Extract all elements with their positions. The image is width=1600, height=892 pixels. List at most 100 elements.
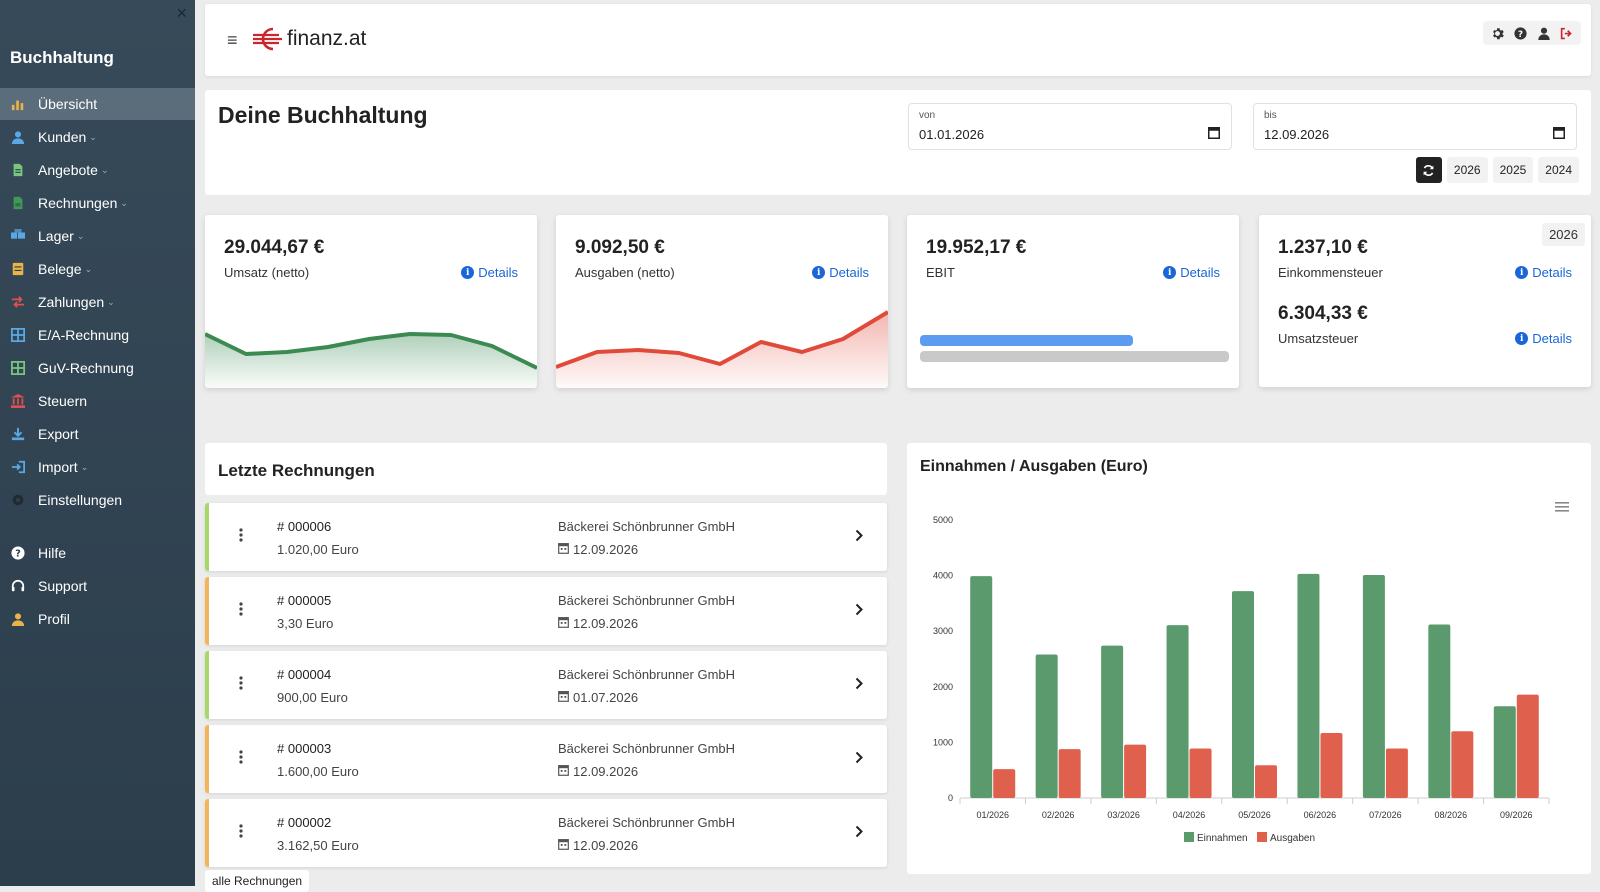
sidebar-item-angebote[interactable]: Angebote ⌄ bbox=[0, 154, 195, 186]
umsatzsteuer-details-link[interactable]: i Details bbox=[1515, 331, 1572, 346]
ausgaben-details-link[interactable]: i Details bbox=[812, 265, 869, 280]
invoice-date: 12.09.2026 bbox=[558, 616, 638, 631]
sidebar-item-label: GuV-Rechnung bbox=[38, 360, 134, 376]
sidebar-item-kunden[interactable]: Kunden ⌄ bbox=[0, 121, 195, 153]
ausgaben-legend-swatch[interactable] bbox=[1257, 832, 1267, 842]
more-options-icon[interactable] bbox=[239, 602, 243, 621]
einnahmen-bar[interactable] bbox=[1428, 624, 1451, 798]
invoice-row[interactable]: # 000003 1.600,00 Euro Bäckerei Schönbrunn… bbox=[205, 725, 887, 793]
sidebar-item-steuern[interactable]: Steuern bbox=[0, 385, 195, 417]
sidebar-item-e-a-rechnung[interactable]: E/A-Rechnung bbox=[0, 319, 195, 351]
more-options-icon[interactable] bbox=[239, 750, 243, 769]
legend-label[interactable]: Ausgaben bbox=[1270, 833, 1315, 844]
logo[interactable]: finanz.at bbox=[253, 26, 366, 52]
more-options-icon[interactable] bbox=[239, 676, 243, 695]
ausgaben-bar[interactable] bbox=[1320, 732, 1343, 798]
year-2024-button[interactable]: 2024 bbox=[1538, 157, 1579, 183]
sidebar-item-rechnungen[interactable]: Rechnungen ⌄ bbox=[0, 187, 195, 219]
ausgaben-bar[interactable] bbox=[1124, 744, 1147, 798]
date-from-field[interactable]: von 01.01.2026 bbox=[908, 103, 1232, 150]
kpi-umsatz-card: 29.044,67 € Umsatz (netto) i Details bbox=[205, 215, 537, 388]
svg-text:?: ? bbox=[1518, 29, 1523, 39]
ebit-label: EBIT bbox=[926, 265, 955, 280]
invoice-customer: Bäckerei Schönbrunner GmbH bbox=[558, 519, 736, 534]
chevron-down-icon: ⌄ bbox=[120, 197, 128, 208]
x-tick-label: 04/2026 bbox=[1173, 810, 1206, 820]
calendar-icon[interactable] bbox=[1208, 126, 1220, 139]
einnahmen-legend-swatch[interactable] bbox=[1184, 832, 1194, 842]
einnahmen-bar[interactable] bbox=[1166, 625, 1189, 798]
sidebar-item-übersicht[interactable]: Übersicht bbox=[0, 88, 195, 120]
ausgaben-bar[interactable] bbox=[1451, 731, 1474, 798]
more-options-icon[interactable] bbox=[239, 528, 243, 547]
logout-icon[interactable] bbox=[1556, 24, 1577, 42]
sidebar-item-belege[interactable]: Belege ⌄ bbox=[0, 253, 195, 285]
sidebar-item-zahlungen[interactable]: Zahlungen ⌄ bbox=[0, 286, 195, 318]
invoice-status-bar bbox=[205, 725, 209, 793]
ausgaben-bar[interactable] bbox=[1385, 748, 1408, 798]
chevron-right-icon[interactable] bbox=[855, 825, 863, 843]
calendar-icon bbox=[558, 838, 569, 853]
all-invoices-button[interactable]: alle Rechnungen bbox=[205, 870, 310, 892]
details-label: Details bbox=[829, 265, 869, 280]
close-sidebar-button[interactable]: × bbox=[176, 3, 187, 23]
kpi-ausgaben-card: 9.092,50 € Ausgaben (netto) i Details bbox=[556, 215, 888, 388]
sidebar-item-lager[interactable]: Lager ⌄ bbox=[0, 220, 195, 252]
document-icon bbox=[11, 163, 25, 177]
date-to-label: bis bbox=[1264, 110, 1277, 121]
refresh-button[interactable] bbox=[1415, 157, 1442, 183]
sidebar-item-guv-rechnung[interactable]: GuV-Rechnung bbox=[0, 352, 195, 384]
einnahmen-bar[interactable] bbox=[1035, 654, 1058, 798]
invoice-number-value: 000002 bbox=[287, 815, 332, 830]
x-tick-label: 02/2026 bbox=[1042, 810, 1075, 820]
user-icon[interactable] bbox=[1533, 24, 1554, 42]
ausgaben-bar[interactable] bbox=[1516, 694, 1539, 798]
date-to-field[interactable]: bis 12.09.2026 bbox=[1253, 103, 1577, 150]
sidebar-item-label: Support bbox=[38, 578, 88, 594]
year-2026-button[interactable]: 2026 bbox=[1446, 157, 1488, 183]
einnahmen-bar[interactable] bbox=[1101, 645, 1124, 798]
invoice-row[interactable]: # 000006 1.020,00 Euro Bäckerei Schönbrunn… bbox=[205, 503, 887, 571]
einnahmen-bar[interactable] bbox=[1493, 706, 1516, 798]
ausgaben-bar[interactable] bbox=[1189, 748, 1212, 798]
invoice-number-value: 000006 bbox=[287, 519, 332, 534]
legend-label[interactable]: Einnahmen bbox=[1197, 833, 1248, 844]
chevron-right-icon[interactable] bbox=[855, 677, 863, 695]
chevron-right-icon[interactable] bbox=[855, 529, 863, 547]
einnahmen-bar[interactable] bbox=[1232, 591, 1254, 798]
invoice-row[interactable]: # 000004 900,00 Euro Bäckerei Schönbrunner… bbox=[205, 651, 887, 719]
chart-menu-icon[interactable] bbox=[1555, 501, 1569, 513]
ausgaben-bar[interactable] bbox=[1058, 749, 1081, 798]
ebit-details-link[interactable]: i Details bbox=[1163, 265, 1220, 280]
download-icon bbox=[11, 427, 25, 441]
einkommensteuer-details-link[interactable]: i Details bbox=[1515, 265, 1572, 280]
x-tick-label: 06/2026 bbox=[1304, 810, 1337, 820]
hamburger-menu-button[interactable]: ≡ bbox=[227, 30, 238, 50]
hash-label: # bbox=[277, 519, 285, 534]
chevron-right-icon[interactable] bbox=[855, 751, 863, 769]
einnahmen-bar[interactable] bbox=[1362, 575, 1385, 798]
sidebar-item-import[interactable]: Import ⌄ bbox=[0, 451, 195, 483]
sidebar-item-einstellungen[interactable]: Einstellungen bbox=[0, 484, 195, 516]
settings-icon[interactable] bbox=[1487, 24, 1508, 42]
invoice-row[interactable]: # 000002 3.162,50 Euro Bäckerei Schönbrunn… bbox=[205, 799, 887, 867]
sidebar-item-export[interactable]: Export bbox=[0, 418, 195, 450]
help-icon[interactable]: ? bbox=[1510, 24, 1531, 42]
x-tick-label: 01/2026 bbox=[976, 810, 1009, 820]
chevron-right-icon[interactable] bbox=[855, 603, 863, 621]
einnahmen-bar[interactable] bbox=[970, 576, 993, 798]
year-2025-button[interactable]: 2025 bbox=[1492, 157, 1534, 183]
sidebar-item-hilfe[interactable]: ? Hilfe bbox=[0, 537, 195, 569]
invoice-row[interactable]: # 000005 3,30 Euro Bäckerei Schönbrunner G… bbox=[205, 577, 887, 645]
more-options-icon[interactable] bbox=[239, 824, 243, 843]
calendar-icon[interactable] bbox=[1553, 126, 1565, 139]
sidebar-item-profil[interactable]: Profil bbox=[0, 603, 195, 635]
hash-label: # bbox=[277, 815, 285, 830]
invoice-status-bar bbox=[205, 799, 209, 867]
ausgaben-bar[interactable] bbox=[1255, 765, 1277, 798]
einnahmen-bar[interactable] bbox=[1297, 573, 1320, 798]
sidebar-item-support[interactable]: Support bbox=[0, 570, 195, 602]
invoice-amount: 3.162,50 Euro bbox=[277, 838, 359, 853]
umsatz-details-link[interactable]: i Details bbox=[461, 265, 518, 280]
ausgaben-bar[interactable] bbox=[993, 769, 1016, 798]
